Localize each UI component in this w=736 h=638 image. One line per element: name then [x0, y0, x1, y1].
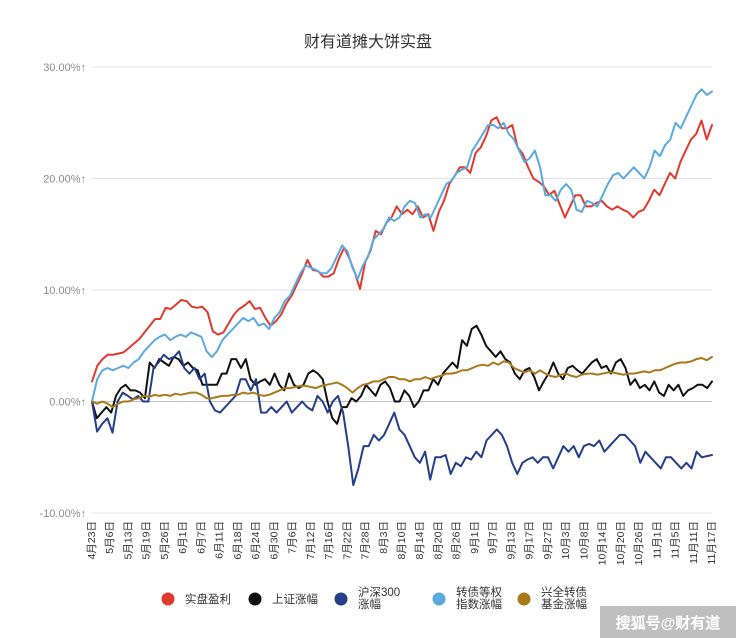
x-tick-label: 7月12日 — [305, 521, 317, 560]
legend-label: 实盘盈利 — [185, 592, 231, 606]
x-tick-label: 6月11日 — [214, 521, 226, 559]
x-tick-label: 8月14日 — [414, 521, 426, 560]
x-tick-label: 5月6日 — [104, 521, 116, 554]
grid-lines — [92, 66, 712, 514]
x-tick-label: 9月13日 — [505, 521, 517, 560]
x-tick-label: 5月26日 — [159, 521, 171, 560]
x-tick-label: 9月7日 — [487, 521, 499, 554]
y-tick-label: 30.00%↑ — [43, 62, 86, 74]
legend-marker — [432, 592, 446, 606]
x-tick-label: 6月30日 — [268, 521, 280, 560]
x-tick-label: 11月1日 — [651, 521, 663, 559]
y-axis-ticks: -10.00%↑ 0.00%↑ 10.00%↑ 20.00%↑ 30.00%↑ — [40, 62, 86, 520]
series-line — [91, 355, 713, 409]
watermark: 搜狐号@财有道 — [600, 606, 736, 638]
x-tick-label: 10月26日 — [633, 521, 645, 565]
series-line — [91, 88, 713, 403]
x-tick-label: 7月6日 — [287, 521, 299, 554]
y-tick-label: 10.00%↑ — [43, 285, 86, 297]
series-line — [91, 350, 713, 487]
x-axis: 4月23日 5月6日 5月13日 5月19日 5月26日 6月1日 6月7日 6月11日 6月1… — [86, 401, 718, 565]
legend-label: 基金涨幅 — [541, 597, 587, 611]
x-tick-label: 4月23日 — [86, 521, 98, 560]
x-tick-label: 10月8日 — [578, 521, 590, 560]
x-tick-label: 9月1日 — [469, 521, 481, 554]
x-tick-label: 11月17日 — [706, 521, 718, 565]
legend-label: 转债等权 — [456, 585, 502, 599]
x-tick-label: 8月20日 — [432, 521, 444, 560]
x-tick-label: 6月1日 — [177, 521, 189, 554]
x-tick-label: 7月28日 — [360, 521, 372, 560]
chart-title: 财有道摊大饼实盘 — [304, 32, 432, 51]
legend-marker — [161, 592, 175, 606]
watermark-text: 搜狐号@财有道 — [616, 614, 721, 632]
legend-label: 涨幅 — [358, 598, 381, 611]
x-tick-label: 8月10日 — [396, 521, 408, 560]
x-tick-label: 8月26日 — [451, 521, 463, 560]
x-tick-label: 7月22日 — [341, 521, 353, 560]
legend-label: 兴全转债 — [541, 585, 587, 599]
x-tick-label: 8月3日 — [378, 521, 390, 554]
legend-label: 指数涨幅 — [456, 597, 502, 611]
y-tick-label: 20.00%↑ — [43, 174, 86, 186]
x-tick-label: 5月19日 — [141, 521, 153, 560]
x-tick-label: 5月13日 — [122, 521, 134, 560]
x-tick-label: 10月3日 — [560, 521, 572, 560]
series-line — [91, 116, 713, 383]
x-tick-label: 6月7日 — [195, 521, 207, 554]
x-tick-label: 9月17日 — [524, 521, 536, 560]
x-tick-label: 11月11日 — [688, 521, 700, 564]
legend-label: 沪深300 — [358, 585, 400, 599]
x-tick-label: 10月14日 — [597, 521, 609, 565]
x-tick-label: 6月18日 — [232, 521, 244, 560]
legend-label: 上证涨幅 — [272, 593, 318, 606]
series-lines — [91, 88, 713, 487]
y-tick-label: 0.00%↑ — [49, 397, 86, 409]
x-tick-label: 9月27日 — [542, 521, 554, 560]
legend-marker — [334, 592, 348, 606]
legend-marker — [248, 592, 262, 606]
legend-marker — [517, 592, 531, 606]
x-tick-label: 10月20日 — [615, 521, 627, 565]
x-tick-label: 11月5日 — [670, 521, 682, 559]
y-tick-label: -10.00%↑ — [40, 508, 86, 520]
watermark-backdrop — [600, 606, 736, 638]
x-tick-label: 7月16日 — [323, 521, 335, 560]
x-tick-label: 6月24日 — [250, 521, 262, 560]
